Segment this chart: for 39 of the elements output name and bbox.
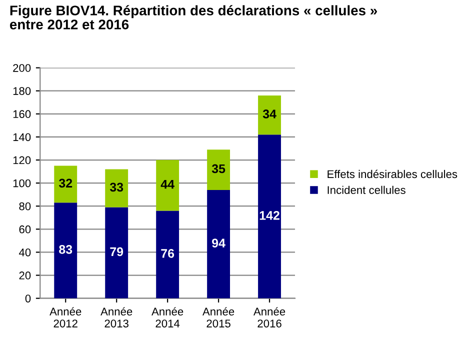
data-label: 33	[110, 182, 124, 192]
x-tick-label: Année 2016	[253, 307, 286, 328]
x-tick-label: Année 2012	[50, 307, 82, 328]
x-tick-label: Année 2013	[100, 307, 132, 328]
data-label: 142	[260, 210, 280, 220]
data-label: 44	[160, 180, 174, 189]
bar	[207, 150, 230, 190]
data-label: 76	[161, 249, 174, 258]
bar	[258, 95, 281, 135]
y-tick-label: 40	[18, 248, 31, 256]
x-tick-label: Année 2014	[152, 307, 184, 328]
bar	[105, 169, 128, 208]
y-tick-label: 200	[13, 64, 31, 72]
data-label: 35	[212, 164, 226, 174]
bar	[156, 160, 180, 211]
bar	[207, 190, 230, 298]
data-label: 94	[212, 238, 226, 248]
y-tick-label: 140	[13, 133, 31, 142]
bar	[54, 202, 78, 298]
legend-label: Effets indésirables cellules	[328, 170, 458, 178]
bar	[54, 166, 78, 203]
bar	[105, 207, 128, 298]
y-tick-label: 160	[13, 110, 31, 118]
x-tick-label: Année 2015	[202, 307, 234, 328]
bar	[156, 210, 180, 298]
y-tick-label: 20	[19, 272, 31, 280]
y-tick-label: 100	[13, 179, 31, 188]
y-tick-label: 120	[13, 156, 31, 164]
y-tick-label: 80	[19, 202, 31, 210]
y-tick-label: 0	[25, 294, 31, 302]
legend-label: Incident cellules	[328, 186, 406, 194]
data-label: 32	[58, 178, 72, 188]
data-label: 34	[262, 110, 276, 118]
bar	[258, 134, 281, 298]
chart-title: Figure BIOV14. Répartition des déclarations « cellules » entre 2012 et 2016	[10, 5, 377, 30]
y-tick-label: 180	[13, 87, 31, 95]
y-tick-label: 60	[19, 225, 31, 234]
data-label: 83	[59, 244, 72, 254]
data-label: 79	[110, 247, 124, 256]
